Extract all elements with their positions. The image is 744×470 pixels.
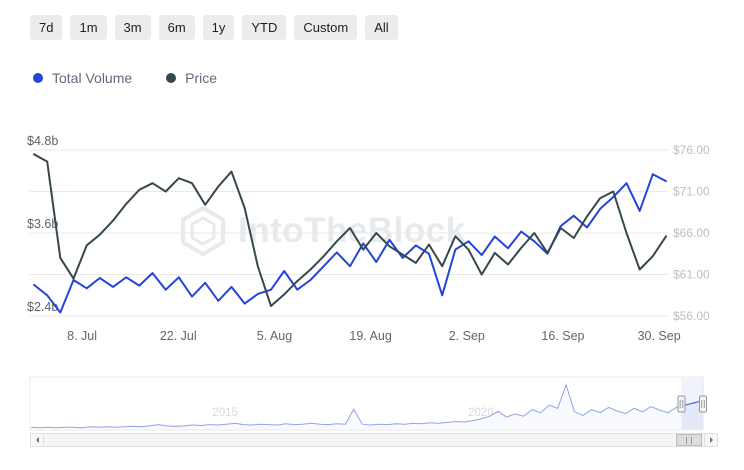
- legend-label: Total Volume: [52, 70, 133, 86]
- scrollbar-thumb[interactable]: [676, 434, 702, 446]
- legend: Total Volume Price: [33, 70, 217, 86]
- legend-item-price[interactable]: Price: [166, 70, 217, 86]
- x-axis-label: 8. Jul: [67, 329, 97, 343]
- range-button-6m[interactable]: 6m: [158, 15, 195, 40]
- left-axis-label: $2.4b: [27, 300, 58, 314]
- right-axis-label: $56.00: [673, 309, 710, 323]
- x-axis-label: 22. Jul: [160, 329, 197, 343]
- navigator-area: [31, 385, 702, 429]
- range-button-1y[interactable]: 1y: [202, 15, 235, 40]
- watermark-text: IntoTheBlock: [238, 211, 466, 250]
- range-button-7d[interactable]: 7d: [30, 15, 63, 40]
- scrollbar-left-button[interactable]: [30, 433, 44, 447]
- navigator-series: [30, 383, 703, 429]
- right-axis-label: $71.00: [673, 185, 710, 199]
- arrow-left-icon: [33, 437, 39, 443]
- scrollbar-right-button[interactable]: [704, 433, 718, 447]
- navigator-mask: [30, 378, 682, 429]
- range-button-all[interactable]: All: [365, 15, 398, 40]
- intotheblock-watermark: IntoTheBlock: [180, 206, 466, 256]
- navigator-selected-range[interactable]: [681, 378, 703, 429]
- range-selector: 7d 1m 3m 6m 1y YTD Custom All: [30, 15, 398, 40]
- right-axis-label: $61.00: [673, 268, 710, 282]
- right-axis-label: $66.00: [673, 226, 710, 240]
- x-axis-label: 5. Aug: [257, 329, 292, 343]
- right-axis-label: $76.00: [673, 143, 710, 157]
- navigator-scrollbar: [30, 433, 718, 447]
- x-axis-label: 16. Sep: [541, 329, 584, 343]
- left-axis-label: $3.6b: [27, 217, 58, 231]
- navigator-axis-label: 2020: [468, 407, 494, 419]
- navigator-axis-label: 2015: [212, 407, 238, 419]
- range-button-3m[interactable]: 3m: [114, 15, 151, 40]
- x-axis-label: 19. Aug: [349, 329, 391, 343]
- range-button-custom[interactable]: Custom: [294, 15, 358, 40]
- legend-marker-icon: [33, 73, 43, 83]
- scrollbar-grip-icon: [686, 437, 692, 444]
- navigator-left-handle[interactable]: [677, 395, 686, 413]
- navigator-outline: [29, 376, 704, 431]
- intotheblock-logo-icon: [181, 206, 225, 256]
- arrow-right-icon: [709, 437, 716, 443]
- x-axis-label: 2. Sep: [449, 329, 485, 343]
- scrollbar-track[interactable]: [44, 433, 704, 447]
- x-axis-label: 30. Sep: [638, 329, 681, 343]
- navigator-right-handle[interactable]: [699, 395, 707, 413]
- legend-item-total-volume[interactable]: Total Volume: [33, 70, 132, 86]
- legend-marker-icon: [166, 73, 177, 83]
- range-button-1m[interactable]: 1m: [70, 15, 107, 40]
- legend-label: Price: [185, 70, 218, 86]
- left-axis-label: $4.8b: [27, 134, 58, 148]
- range-button-ytd[interactable]: YTD: [242, 15, 287, 40]
